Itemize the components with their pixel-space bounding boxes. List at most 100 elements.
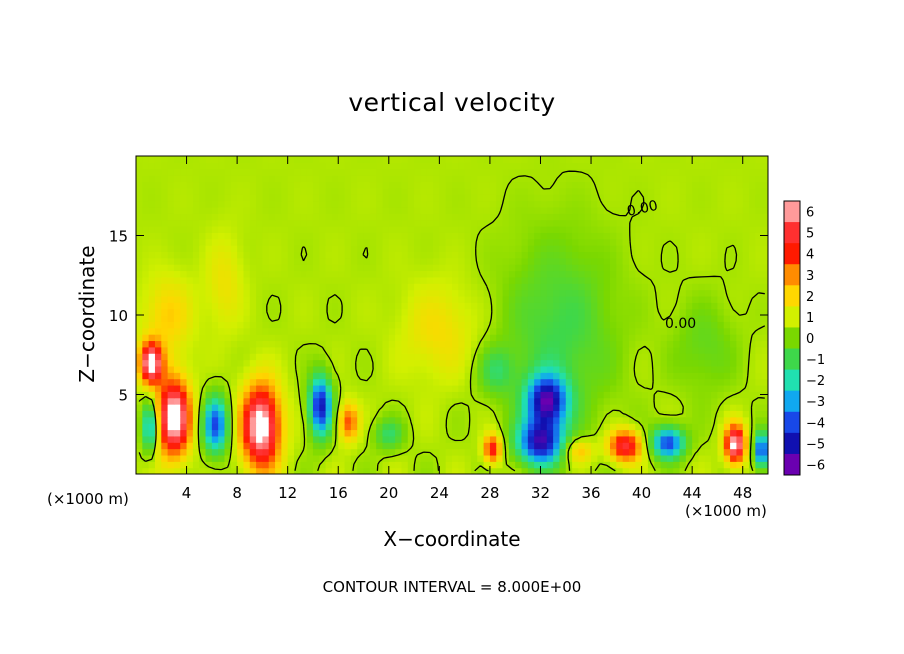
heatmap-cell xyxy=(496,410,504,418)
heatmap-cell xyxy=(192,264,200,272)
heatmap-cell xyxy=(704,346,712,354)
heatmap-cell xyxy=(325,334,333,342)
heatmap-cell xyxy=(376,365,384,373)
heatmap-cell xyxy=(281,156,289,163)
heatmap-cell xyxy=(312,194,320,202)
heatmap-cell xyxy=(654,467,662,474)
heatmap-cell xyxy=(154,334,162,342)
heatmap-cell xyxy=(180,251,188,259)
heatmap-cell xyxy=(420,276,428,284)
heatmap-cell xyxy=(635,213,643,221)
heatmap-cell xyxy=(312,416,320,424)
heatmap-cell xyxy=(647,187,655,195)
heatmap-cell xyxy=(136,334,143,342)
heatmap-cell xyxy=(559,359,567,367)
heatmap-cell xyxy=(161,378,169,386)
heatmap-cell xyxy=(414,295,421,303)
heatmap-cell xyxy=(382,416,390,424)
heatmap-cell xyxy=(395,410,403,418)
heatmap-cell xyxy=(477,162,485,170)
heatmap-cell xyxy=(287,162,295,170)
heatmap-cell xyxy=(755,283,763,291)
heatmap-cell xyxy=(256,448,263,456)
heatmap-cell xyxy=(483,372,491,380)
heatmap-cell xyxy=(464,365,472,373)
heatmap-cell xyxy=(142,206,150,214)
heatmap-cell xyxy=(369,461,377,469)
heatmap-cell xyxy=(597,353,605,361)
heatmap-cell xyxy=(654,200,662,208)
heatmap-cell xyxy=(369,353,377,361)
heatmap-cell xyxy=(730,442,737,450)
heatmap-cell xyxy=(275,175,282,183)
heatmap-cell xyxy=(281,346,289,354)
heatmap-cell xyxy=(312,302,320,310)
heatmap-cell xyxy=(287,283,295,291)
heatmap-cell xyxy=(338,467,346,474)
heatmap-cell xyxy=(173,340,181,348)
heatmap-cell xyxy=(654,251,662,259)
heatmap-cell xyxy=(395,346,403,354)
heatmap-cell xyxy=(211,416,219,424)
heatmap-cell xyxy=(306,156,314,163)
heatmap-cell xyxy=(142,289,150,297)
heatmap-cell xyxy=(749,245,756,252)
heatmap-cell xyxy=(249,200,257,208)
heatmap-cell xyxy=(647,359,655,367)
heatmap-cell xyxy=(489,302,497,310)
heatmap-cell xyxy=(382,194,390,202)
heatmap-cell xyxy=(578,384,586,392)
heatmap-cell xyxy=(534,359,542,367)
heatmap-cell xyxy=(603,213,611,221)
heatmap-cell xyxy=(281,384,289,392)
heatmap-cell xyxy=(401,334,409,342)
heatmap-cell xyxy=(679,238,687,246)
heatmap-cell xyxy=(154,289,162,297)
heatmap-cell xyxy=(559,442,567,450)
heatmap-cell xyxy=(388,435,396,443)
heatmap-cell xyxy=(167,238,175,246)
heatmap-cell xyxy=(502,245,510,252)
heatmap-cell xyxy=(376,391,384,399)
heatmap-cell xyxy=(635,302,643,310)
heatmap-cell xyxy=(470,194,478,202)
heatmap-cell xyxy=(723,295,731,303)
heatmap-cell xyxy=(711,353,719,361)
heatmap-cell xyxy=(534,378,542,386)
heatmap-cell xyxy=(249,162,257,170)
heatmap-cell xyxy=(692,213,700,221)
heatmap-cell xyxy=(173,435,181,443)
heatmap-cell xyxy=(369,372,377,380)
heatmap-cell xyxy=(761,225,768,233)
heatmap-cell xyxy=(256,187,263,195)
heatmap-cell xyxy=(426,276,434,284)
heatmap-cell xyxy=(407,187,415,195)
heatmap-cell xyxy=(199,289,207,297)
heatmap-cell xyxy=(572,264,579,272)
heatmap-cell xyxy=(237,384,245,392)
heatmap-cell xyxy=(666,423,674,431)
heatmap-cell xyxy=(199,270,207,278)
heatmap-cell xyxy=(660,264,668,272)
heatmap-cell xyxy=(483,321,491,329)
heatmap-cell xyxy=(553,213,561,221)
heatmap-cell xyxy=(186,391,194,399)
heatmap-cell xyxy=(237,448,245,456)
heatmap-cell xyxy=(578,289,586,297)
heatmap-cell xyxy=(142,372,150,380)
heatmap-cell xyxy=(464,353,472,361)
heatmap-cell xyxy=(142,219,150,227)
heatmap-cell xyxy=(167,283,175,291)
heatmap-cell xyxy=(350,435,358,443)
heatmap-cell xyxy=(224,448,232,456)
heatmap-cell xyxy=(666,213,674,221)
heatmap-cell xyxy=(237,175,245,183)
heatmap-cell xyxy=(723,378,731,386)
heatmap-cell xyxy=(426,461,434,469)
heatmap-cell xyxy=(540,404,548,411)
heatmap-cell xyxy=(527,372,535,380)
heatmap-cell xyxy=(439,315,447,322)
heatmap-cell xyxy=(376,251,384,259)
heatmap-cell xyxy=(363,467,371,474)
heatmap-cell xyxy=(458,416,466,424)
